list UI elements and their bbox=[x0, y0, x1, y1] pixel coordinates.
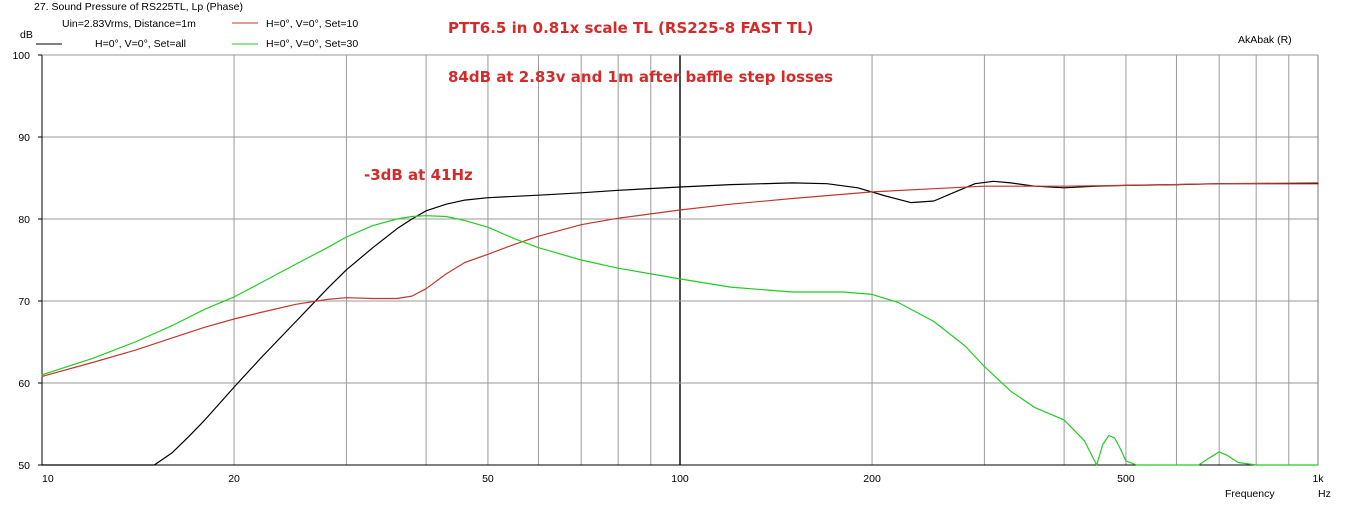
y-tick-labels: 50 60 70 80 90 100 bbox=[12, 50, 42, 472]
series-line-2 bbox=[41, 215, 1319, 466]
x-axis-unit: Hz bbox=[1318, 488, 1331, 500]
x-tick-label: 200 bbox=[863, 473, 881, 485]
annotation-f3: -3dB at 41Hz bbox=[364, 166, 473, 184]
y-tick-label: 90 bbox=[18, 132, 30, 144]
x-tick-labels: 10 20 50 100 200 500 1k bbox=[42, 473, 1324, 485]
y-tick-label: 70 bbox=[18, 296, 30, 308]
y-tick-label: 50 bbox=[18, 460, 30, 472]
y-tick-label: 80 bbox=[18, 214, 30, 226]
legend-entry-all: H=0°, V=0°, Set=all bbox=[36, 38, 186, 50]
x-tick-label: 10 bbox=[42, 473, 54, 485]
legend-entry-set10: H=0°, V=0°, Set=10 bbox=[232, 18, 358, 30]
x-tick-label: 20 bbox=[228, 473, 240, 485]
y-tick-label: 60 bbox=[18, 378, 30, 390]
grid bbox=[42, 54, 1318, 466]
x-tick-label: 100 bbox=[671, 473, 689, 485]
y-tick-label: 100 bbox=[12, 50, 30, 62]
series-line-0 bbox=[41, 180, 1319, 466]
window-title: 27. Sound Pressure of RS225TL, Lp (Phase… bbox=[34, 1, 243, 13]
series-lines bbox=[41, 180, 1319, 466]
x-axis-label: Frequency bbox=[1225, 488, 1275, 500]
x-tick-label: 500 bbox=[1117, 473, 1135, 485]
series-line-1 bbox=[41, 182, 1319, 377]
legend-label-set10: H=0°, V=0°, Set=10 bbox=[266, 18, 358, 30]
annotation-title: PTT6.5 in 0.81x scale TL (RS225-8 FAST T… bbox=[448, 19, 813, 37]
legend-label-set30: H=0°, V=0°, Set=30 bbox=[266, 38, 358, 50]
legend-entry-set30: H=0°, V=0°, Set=30 bbox=[232, 38, 358, 50]
legend-label-all: H=0°, V=0°, Set=all bbox=[95, 38, 186, 50]
annotation-sensitivity: 84dB at 2.83v and 1m after baffle step l… bbox=[448, 68, 833, 86]
axes bbox=[41, 54, 1319, 466]
x-tick-label: 1k bbox=[1312, 473, 1324, 485]
legend-conditions: Uin=2.83Vrms, Distance=1m bbox=[62, 18, 196, 30]
x-tick-label: 50 bbox=[482, 473, 494, 485]
y-unit-label: dB bbox=[20, 29, 33, 41]
brand-label: AkAbak (R) bbox=[1238, 34, 1292, 46]
